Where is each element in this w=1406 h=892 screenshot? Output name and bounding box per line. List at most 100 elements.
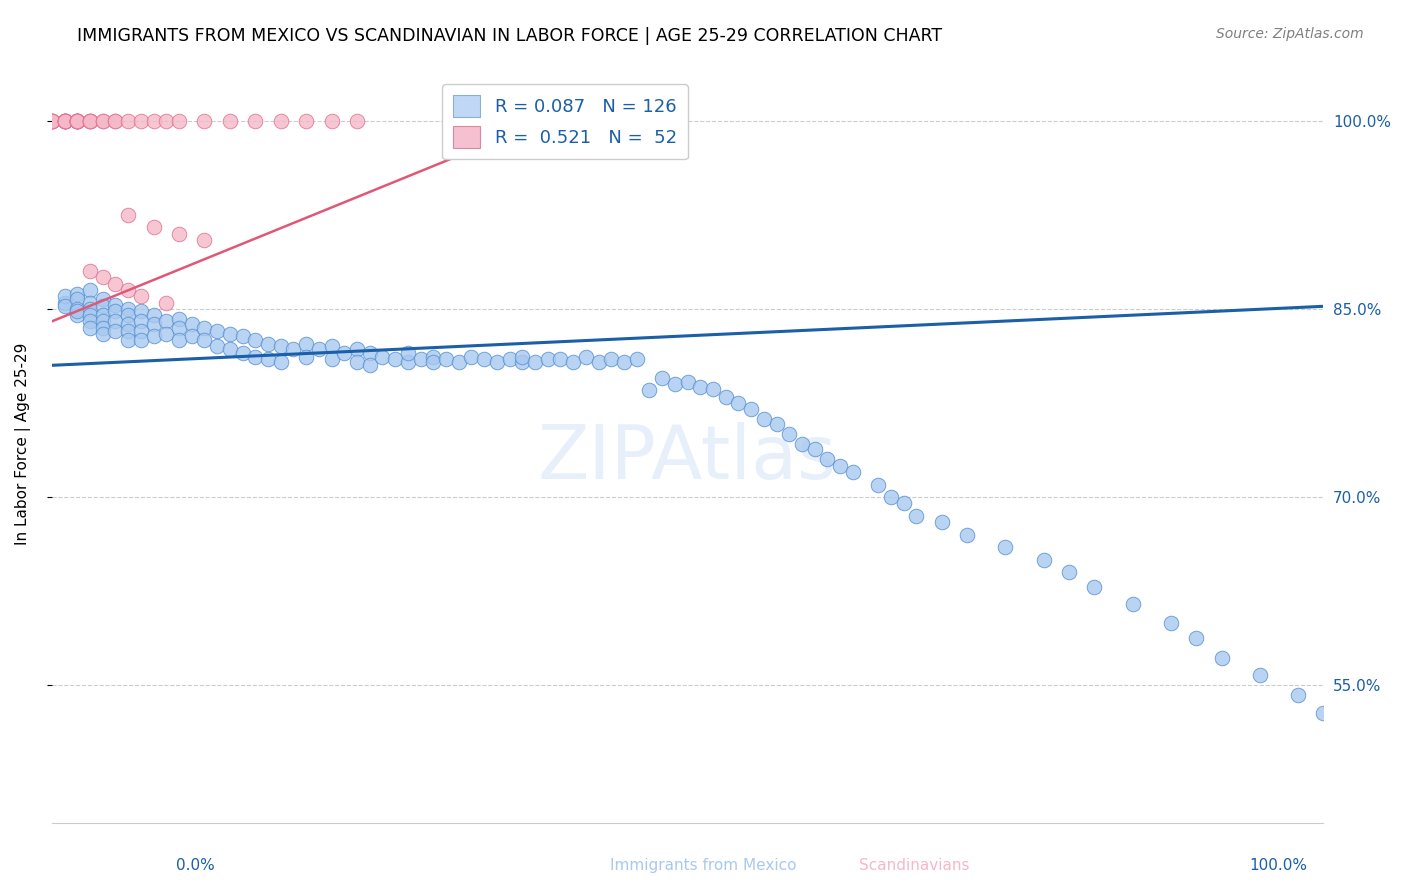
Point	[117, 317, 139, 331]
Point	[460, 350, 482, 364]
Point	[167, 333, 190, 347]
Point	[117, 208, 139, 222]
Point	[155, 326, 177, 341]
Point	[66, 113, 89, 128]
Point	[91, 308, 114, 322]
Point	[66, 113, 89, 128]
Point	[905, 508, 928, 523]
Point	[53, 113, 76, 128]
Point	[359, 359, 381, 373]
Point	[79, 308, 101, 322]
Point	[384, 352, 406, 367]
Point	[626, 352, 648, 367]
Point	[129, 333, 152, 347]
Point	[66, 308, 89, 322]
Point	[79, 301, 101, 316]
Point	[66, 304, 89, 318]
Point	[104, 277, 127, 291]
Point	[510, 354, 533, 368]
Point	[396, 345, 419, 359]
Point	[205, 325, 228, 339]
Point	[66, 292, 89, 306]
Point	[66, 113, 89, 128]
Point	[53, 113, 76, 128]
Point	[104, 314, 127, 328]
Point	[66, 113, 89, 128]
Text: IMMIGRANTS FROM MEXICO VS SCANDINAVIAN IN LABOR FORCE | AGE 25-29 CORRELATION CH: IMMIGRANTS FROM MEXICO VS SCANDINAVIAN I…	[77, 27, 942, 45]
Point	[257, 337, 280, 351]
Point	[66, 113, 89, 128]
Point	[868, 477, 890, 491]
Point	[91, 292, 114, 306]
Point	[613, 354, 636, 368]
Point	[778, 427, 800, 442]
Point	[880, 490, 903, 504]
Point	[638, 384, 661, 398]
Point	[803, 442, 825, 457]
Point	[346, 354, 368, 368]
Point	[66, 113, 89, 128]
Point	[129, 289, 152, 303]
Point	[91, 314, 114, 328]
Point	[371, 350, 394, 364]
Point	[66, 301, 89, 316]
Point	[117, 333, 139, 347]
Point	[41, 113, 63, 128]
Point	[41, 113, 63, 128]
Point	[550, 352, 572, 367]
Point	[129, 325, 152, 339]
Point	[359, 345, 381, 359]
Point	[1312, 706, 1334, 720]
Point	[321, 339, 343, 353]
Point	[931, 515, 953, 529]
Point	[79, 264, 101, 278]
Point	[714, 390, 737, 404]
Point	[447, 354, 470, 368]
Point	[346, 342, 368, 356]
Point	[117, 283, 139, 297]
Y-axis label: In Labor Force | Age 25-29: In Labor Force | Age 25-29	[15, 343, 31, 545]
Point	[1286, 689, 1309, 703]
Point	[53, 113, 76, 128]
Point	[232, 329, 254, 343]
Point	[193, 320, 215, 334]
Point	[79, 113, 101, 128]
Point	[104, 113, 127, 128]
Point	[117, 113, 139, 128]
Point	[104, 325, 127, 339]
Point	[600, 352, 623, 367]
Point	[129, 304, 152, 318]
Point	[396, 354, 419, 368]
Point	[537, 352, 560, 367]
Text: ZIPAtlas: ZIPAtlas	[538, 423, 837, 495]
Point	[245, 113, 267, 128]
Text: 0.0%: 0.0%	[176, 858, 215, 872]
Point	[193, 233, 215, 247]
Point	[321, 352, 343, 367]
Point	[79, 283, 101, 297]
Point	[270, 339, 292, 353]
Point	[167, 320, 190, 334]
Point	[218, 326, 240, 341]
Point	[91, 113, 114, 128]
Point	[321, 113, 343, 128]
Point	[1185, 631, 1208, 645]
Point	[117, 301, 139, 316]
Point	[295, 350, 318, 364]
Point	[333, 345, 356, 359]
Point	[472, 352, 495, 367]
Point	[956, 528, 979, 542]
Point	[295, 337, 318, 351]
Point	[193, 113, 215, 128]
Point	[510, 350, 533, 364]
Point	[142, 220, 165, 235]
Point	[104, 304, 127, 318]
Point	[575, 350, 598, 364]
Point	[142, 317, 165, 331]
Point	[129, 113, 152, 128]
Point	[66, 113, 89, 128]
Point	[676, 375, 699, 389]
Point	[893, 496, 915, 510]
Point	[422, 350, 444, 364]
Point	[53, 113, 76, 128]
